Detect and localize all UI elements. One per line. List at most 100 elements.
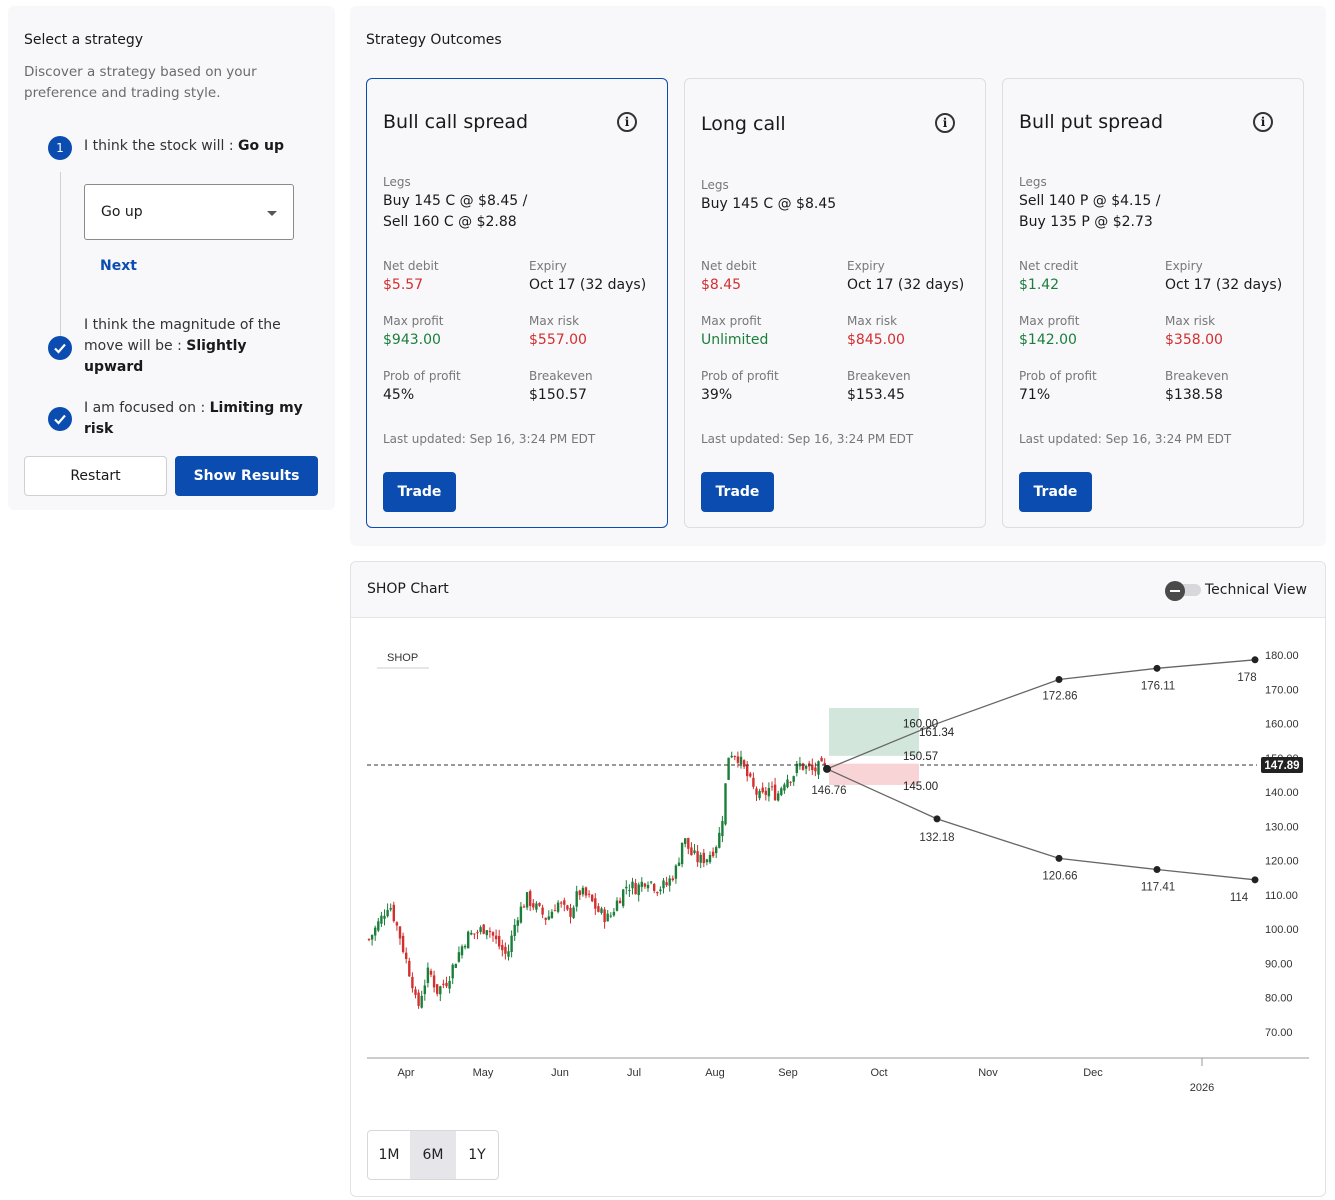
legs-label: Legs — [383, 175, 411, 189]
candle-body — [482, 924, 485, 934]
projection-point — [1153, 866, 1161, 874]
candle-body — [470, 932, 473, 935]
candle-body — [736, 756, 740, 763]
range-button-1y[interactable]: 1Y — [468, 1147, 486, 1163]
step-1-prefix: I think the stock will : — [84, 138, 234, 154]
range-button-6m[interactable]: 6M — [410, 1131, 456, 1179]
toggle-knob — [1165, 581, 1185, 601]
show-results-button[interactable]: Show Results — [175, 456, 318, 496]
candle-body — [674, 865, 678, 879]
candle-body — [628, 890, 631, 892]
prob-label: Prob of profit — [701, 369, 779, 383]
candle-body — [436, 984, 439, 994]
candle-body — [622, 889, 625, 907]
candle-body — [792, 776, 795, 782]
net-value: $5.57 — [383, 277, 424, 293]
candle-body — [538, 903, 541, 906]
candlestick-series — [367, 750, 826, 1009]
candle-body — [733, 756, 736, 758]
candle-body — [556, 902, 560, 912]
level-label-150: 150.57 — [903, 751, 938, 763]
y-tick-label: 170.00 — [1265, 684, 1299, 696]
candle-body — [730, 755, 733, 758]
candle-body — [705, 859, 709, 863]
candle-body — [656, 892, 659, 894]
y-tick-label: 100.00 — [1265, 924, 1299, 936]
step-3-text: I am focused on : Limiting my risk — [84, 398, 309, 440]
strategy-card-name: Long call — [701, 113, 786, 135]
candle-body — [721, 821, 724, 837]
legs-line-1: Buy 145 C @ $8.45 / — [383, 193, 528, 209]
candle-body — [823, 762, 826, 765]
step-2-text: I think the magnitude of the move will b… — [84, 315, 294, 378]
prob-value: 71% — [1019, 387, 1051, 403]
max-profit-label: Max profit — [701, 314, 762, 328]
trade-button[interactable]: Trade — [701, 472, 774, 512]
candle-body — [665, 882, 668, 886]
candle-body — [445, 982, 448, 987]
candle-body — [411, 976, 414, 989]
info-icon[interactable]: i — [1253, 112, 1273, 132]
next-link[interactable]: Next — [100, 258, 137, 274]
legs-line-1: Buy 145 C @ $8.45 — [701, 196, 837, 212]
projection-point — [1251, 656, 1259, 664]
candle-body — [401, 935, 405, 953]
direction-dropdown[interactable]: Go up — [84, 184, 294, 240]
trade-button[interactable]: Trade — [1019, 472, 1092, 512]
price-chart[interactable]: 146.76 172.86 176.11 178 132.18 120.66 117.41 1… — [351, 618, 1325, 1118]
expiry-label: Expiry — [1165, 259, 1203, 273]
breakeven-label: Breakeven — [847, 369, 911, 383]
max-profit-value: $142.00 — [1019, 332, 1077, 348]
candle-body — [488, 931, 492, 933]
strategy-card-bull-call-spread[interactable]: Bull call spread i Legs Buy 145 C @ $8.4… — [366, 78, 668, 528]
trade-button[interactable]: Trade — [383, 472, 456, 512]
current-price-badge — [1261, 757, 1303, 774]
strategy-card-name: Bull call spread — [383, 111, 529, 133]
candle-body — [460, 946, 464, 956]
candle-body — [383, 915, 386, 919]
candle-body — [634, 883, 637, 895]
candle-body — [786, 779, 789, 788]
range-selector: 1M 6M 1Y — [367, 1130, 499, 1180]
candle-body — [699, 854, 702, 863]
step-3-check-icon — [48, 407, 72, 431]
candle-body — [374, 927, 377, 936]
info-icon[interactable]: i — [617, 112, 637, 132]
technical-view-toggle[interactable] — [1165, 581, 1201, 601]
prob-label: Prob of profit — [1019, 369, 1097, 383]
candle-body — [448, 980, 451, 989]
candle-body — [516, 920, 519, 926]
step-2-prefix: I think the magnitude of the move will b… — [84, 317, 281, 354]
strategy-card-bull-put-spread[interactable]: Bull put spread i Legs Sell 140 P @ $4.1… — [1002, 78, 1304, 528]
strategy-selector-title: Select a strategy — [24, 32, 144, 48]
step-1-badge: 1 — [48, 136, 72, 160]
restart-button[interactable]: Restart — [24, 456, 167, 496]
candle-body — [646, 884, 650, 889]
candle-body — [696, 851, 699, 863]
expiry-label: Expiry — [529, 259, 567, 273]
range-button-1m[interactable]: 1M — [378, 1147, 400, 1163]
legs-line-2: Sell 160 C @ $2.88 — [383, 214, 517, 230]
symbol-label: SHOP — [387, 652, 418, 664]
legs-label: Legs — [1019, 175, 1047, 189]
candle-body — [575, 891, 578, 907]
net-value: $8.45 — [701, 277, 742, 293]
max-risk-label: Max risk — [847, 314, 898, 328]
label-upper-jan: 176.11 — [1141, 680, 1175, 692]
candle-body — [637, 884, 640, 896]
info-icon[interactable]: i — [935, 113, 955, 133]
candle-body — [510, 935, 513, 952]
candle-body — [817, 761, 820, 775]
technical-view-label: Technical View — [1205, 582, 1307, 598]
strategy-outcomes-panel: Strategy Outcomes Bull call spread i Leg… — [350, 6, 1326, 546]
step-connector-line — [60, 172, 61, 336]
chart-header: SHOP Chart Technical View — [351, 562, 1325, 618]
prob-value: 45% — [383, 387, 415, 403]
x-tick-label: 2026 — [1190, 1082, 1214, 1094]
strategy-card-long-call[interactable]: Long call i Legs Buy 145 C @ $8.45 Net d… — [684, 78, 986, 528]
candle-body — [777, 793, 780, 801]
max-profit-label: Max profit — [1019, 314, 1080, 328]
level-label-145: 145.00 — [903, 781, 938, 793]
candle-body — [581, 887, 585, 895]
strategy-selector-description: Discover a strategy based on your prefer… — [24, 64, 257, 101]
